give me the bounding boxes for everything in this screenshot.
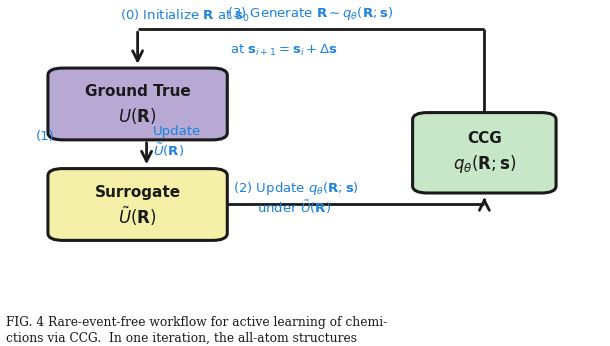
Text: (1): (1) <box>36 130 55 144</box>
Text: (3) Generate $\mathbf{R}$$\sim$$q_\theta(\mathbf{R};\mathbf{s})$: (3) Generate $\mathbf{R}$$\sim$$q_\theta… <box>228 5 393 22</box>
Text: (0) Initialize $\mathbf{R}$ at $\mathbf{s}_0$: (0) Initialize $\mathbf{R}$ at $\mathbf{… <box>120 8 249 25</box>
Text: under $\tilde{U}(\mathbf{R})$: under $\tilde{U}(\mathbf{R})$ <box>257 199 331 216</box>
FancyBboxPatch shape <box>412 112 556 193</box>
Text: $q_\theta(\mathbf{R};\mathbf{s})$: $q_\theta(\mathbf{R};\mathbf{s})$ <box>453 153 516 175</box>
Text: FIG. 4 Rare-event-free workflow for active learning of chemi-
ctions via CCG.  I: FIG. 4 Rare-event-free workflow for acti… <box>6 316 387 344</box>
Text: $U(\mathbf{R})$: $U(\mathbf{R})$ <box>118 106 157 126</box>
Text: Update: Update <box>152 125 201 138</box>
Text: Ground True: Ground True <box>85 84 190 99</box>
FancyBboxPatch shape <box>48 68 228 140</box>
Text: at $\mathbf{s}_{i+1} = \mathbf{s}_i + \Delta\mathbf{s}$: at $\mathbf{s}_{i+1} = \mathbf{s}_i + \D… <box>230 43 338 58</box>
Text: $\tilde{U}(\mathbf{R})$: $\tilde{U}(\mathbf{R})$ <box>118 205 157 228</box>
Text: CCG: CCG <box>467 131 501 146</box>
Text: Surrogate: Surrogate <box>95 185 181 200</box>
FancyBboxPatch shape <box>48 169 228 240</box>
Text: (2) Update $q_\theta(\mathbf{R};\mathbf{s})$: (2) Update $q_\theta(\mathbf{R};\mathbf{… <box>233 180 359 197</box>
Text: $\tilde{U}(\mathbf{R})$: $\tilde{U}(\mathbf{R})$ <box>152 141 184 159</box>
